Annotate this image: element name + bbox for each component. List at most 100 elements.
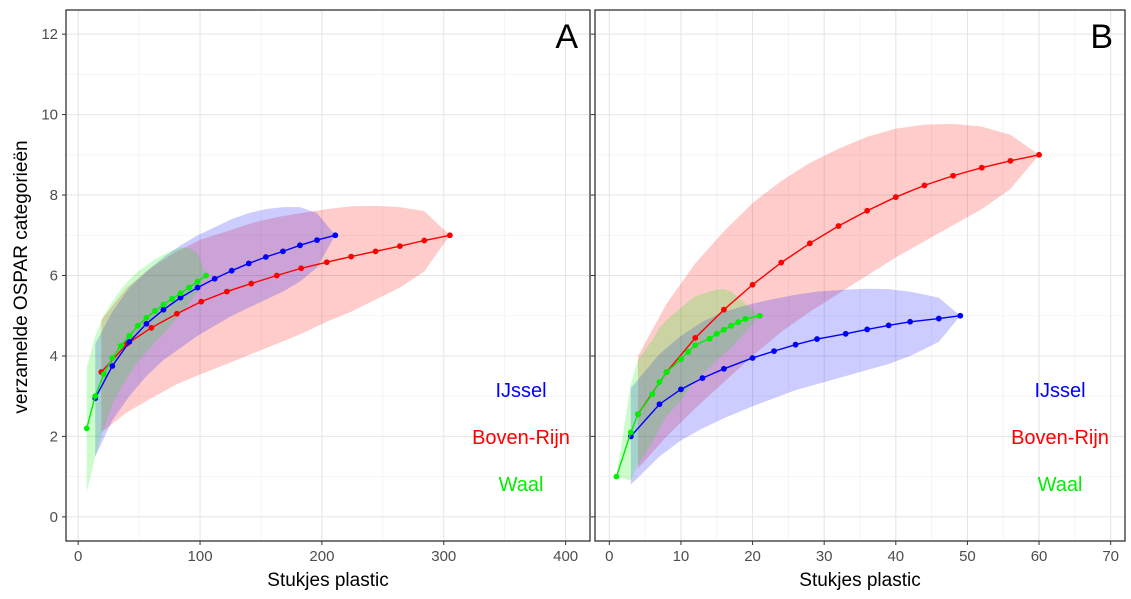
panel-a-point-waal <box>169 295 175 302</box>
panel-a-x-tick-label: 400 <box>553 548 578 565</box>
panel-a-point-waal <box>117 342 124 349</box>
panel-b-line-waal <box>615 315 760 477</box>
panel-b-point-ijssel <box>864 326 871 333</box>
panel-b-point-boven-rijn <box>978 164 985 171</box>
panel-b-x-tick-label: 40 <box>887 548 904 565</box>
panel-b-point-boven-rijn <box>950 172 957 179</box>
panel-b-point-waal <box>635 411 641 418</box>
panel-b-tag: B <box>1090 18 1113 56</box>
panel-b-point-waal <box>663 369 670 375</box>
panel-a-point-ijssel <box>280 248 286 255</box>
panel-b-point-ijssel <box>814 336 820 342</box>
panel-a-band-waal <box>86 247 207 493</box>
panel-b-point-boven-rijn <box>692 334 699 341</box>
panel-a-point-ijssel <box>194 284 201 291</box>
panel-a-point-boven-rijn <box>273 272 280 279</box>
panel-b-point-ijssel <box>749 355 756 361</box>
panel-a-point-boven-rijn <box>421 237 428 244</box>
panel-a-point-boven-rijn <box>248 280 255 287</box>
panel-a-point-waal <box>177 290 184 297</box>
panel-a-legend-ijssel: IJssel <box>495 380 546 402</box>
panel-b-point-boven-rijn <box>778 259 785 266</box>
panel-a-y-tick-label: 4 <box>50 348 58 365</box>
panel-a-point-boven-rijn <box>298 265 305 272</box>
panel-a-point-ijssel <box>143 320 150 327</box>
panel-b-point-ijssel <box>885 322 892 329</box>
panel-b-point-ijssel <box>656 401 663 408</box>
panel-a-point-boven-rijn <box>446 232 453 239</box>
panel-b-point-ijssel <box>907 318 914 325</box>
panel-a-legend-boven-rijn: Boven-Rijn <box>472 427 570 449</box>
panel-b-point-boven-rijn <box>1007 157 1014 164</box>
panel-a-point-ijssel <box>228 267 235 274</box>
panel-b-legend-boven-rijn: Boven-Rijn <box>1011 427 1109 449</box>
panel-a-point-waal <box>83 425 90 432</box>
panel-b-point-boven-rijn <box>835 223 842 229</box>
panel-b-point-boven-rijn <box>892 194 899 200</box>
panel-b-legend-waal: Waal <box>1038 474 1083 496</box>
panel-a-y-tick-label: 12 <box>41 26 58 43</box>
panel-b-point-ijssel <box>957 312 964 319</box>
panel-a: 0 100 200 300 400 0 2 4 6 8 10 12 Stukjes plastic A IJ… <box>41 9 591 591</box>
panel-a-point-ijssel <box>126 338 133 345</box>
panel-b-point-waal <box>721 326 727 333</box>
panel-a-y-tick-label: 10 <box>41 107 58 124</box>
panel-a-point-boven-rijn <box>396 243 403 250</box>
panel-a-point-waal <box>92 393 99 400</box>
panel-b-point-ijssel <box>842 330 849 337</box>
panel-b-point-boven-rijn <box>1036 151 1042 158</box>
panel-b-point-boven-rijn <box>921 182 928 189</box>
panel-b-point-ijssel <box>699 375 706 381</box>
panel-b-x-axis-title: Stukjes plastic <box>799 570 920 591</box>
panel-a-y-tick-label: 6 <box>50 268 58 285</box>
panel-a-point-ijssel <box>245 260 252 267</box>
panel-b-x-tick-label: 70 <box>1102 548 1119 565</box>
panel-a-x-tick-label: 200 <box>309 548 334 565</box>
panel-a-y-tick-label: 0 <box>50 509 58 526</box>
panel-b-x-tick-label: 30 <box>816 548 833 565</box>
panel-b-point-waal <box>627 429 634 436</box>
panel-b-point-boven-rijn <box>806 240 813 247</box>
panel-a-legend-waal: Waal <box>499 474 544 496</box>
panel-a-tag: A <box>555 18 578 56</box>
panel-b-point-boven-rijn <box>749 281 756 288</box>
panel-b-x-tick-label: 10 <box>673 548 690 565</box>
panel-a-y-tick-label: 2 <box>50 428 58 445</box>
panel-b-legend-ijssel: IJssel <box>1034 380 1085 402</box>
panel-b-point-waal <box>713 330 720 337</box>
panel-b-band-boven-rijn <box>637 123 1040 469</box>
panel-a-point-ijssel <box>211 275 218 282</box>
panel-a-point-ijssel <box>262 254 269 260</box>
panel-b-point-waal <box>678 356 684 363</box>
panel-b-point-waal <box>706 335 713 342</box>
panel-a-point-ijssel <box>109 363 116 369</box>
panel-a-point-ijssel <box>332 232 339 239</box>
panel-b-band-ijssel <box>630 288 961 485</box>
panel-a-point-waal <box>203 272 210 279</box>
panel-a-point-boven-rijn <box>198 298 205 305</box>
panel-a-point-waal <box>143 314 150 321</box>
y-axis-title: verzamelde OSPAR categorieën <box>11 140 32 413</box>
panel-a-y-tick-label: 8 <box>50 187 58 204</box>
panel-a-point-boven-rijn <box>148 324 155 331</box>
panel-b-point-waal <box>756 312 763 319</box>
panel-a-band-ijssel <box>95 207 336 457</box>
panel-a-point-ijssel <box>297 242 303 249</box>
panel-a-x-tick-label: 300 <box>431 548 456 565</box>
panel-a-point-boven-rijn <box>223 288 230 295</box>
panel-a-point-waal <box>100 371 107 377</box>
panel-a-point-boven-rijn <box>348 253 355 260</box>
panel-b-x-tick-label: 0 <box>605 548 613 565</box>
panel-b-point-waal <box>728 322 734 329</box>
panel-b-point-boven-rijn <box>864 207 871 214</box>
panel-b-point-waal <box>656 379 663 386</box>
panel-a-point-waal <box>160 301 167 308</box>
panel-b-point-ijssel <box>792 341 799 348</box>
panel-a-point-waal <box>126 332 133 339</box>
panel-a-point-boven-rijn <box>372 248 379 255</box>
panel-b-point-ijssel <box>771 348 777 355</box>
panel-b-point-ijssel <box>678 386 684 393</box>
panel-a-point-waal <box>134 322 141 329</box>
panel-a-point-boven-rijn <box>173 310 180 317</box>
panel-a-point-waal <box>186 284 192 291</box>
